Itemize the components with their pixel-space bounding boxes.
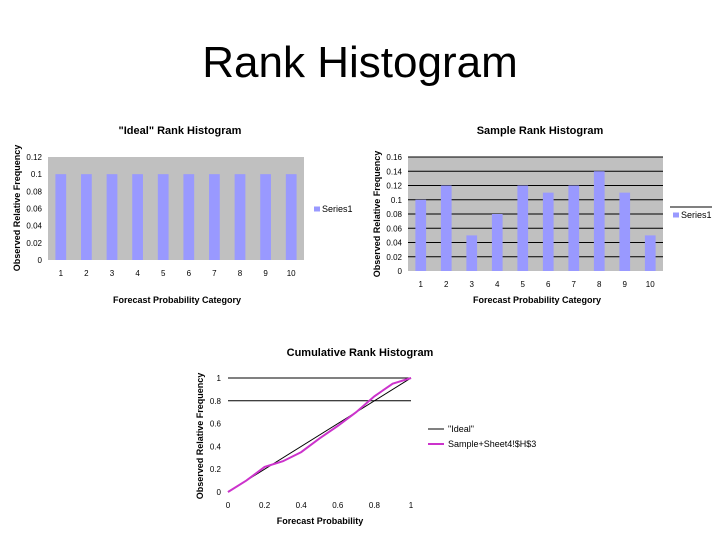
- bars: [415, 171, 656, 271]
- bar: [440, 185, 452, 271]
- y-tick-label: 0.4: [210, 442, 222, 451]
- x-tick-label: 3: [110, 269, 115, 278]
- bar: [132, 174, 143, 260]
- x-tick-label: 0.4: [296, 501, 308, 510]
- ideal-line: [227, 377, 412, 493]
- y-tick-label: 0.08: [26, 187, 42, 196]
- x-tick-label: 4: [135, 269, 140, 278]
- y-tick-label: 0.1: [391, 196, 403, 205]
- x-axis-label: Forecast Probability Category: [113, 295, 241, 305]
- bar: [542, 192, 554, 271]
- bar: [183, 174, 195, 260]
- x-tick-label: 7: [212, 269, 217, 278]
- x-tick-label: 8: [238, 269, 243, 278]
- y-ticks: 0 0.2 0.4 0.6 0.8 1: [210, 374, 222, 497]
- bar: [491, 214, 503, 271]
- y-tick-label: 0.16: [386, 153, 402, 162]
- bar: [568, 185, 580, 271]
- bar: [593, 171, 605, 271]
- bar: [619, 192, 631, 271]
- x-tick-label: 2: [444, 280, 449, 289]
- x-tick-label: 9: [263, 269, 268, 278]
- legend: "Ideal" Sample+Sheet4!$H$3: [428, 424, 536, 449]
- y-tick-label: 0.06: [26, 205, 42, 214]
- y-ticks: 0 0.02 0.04 0.06 0.08 0.1 0.12: [26, 153, 42, 265]
- legend-label: Series1: [322, 204, 353, 214]
- x-tick-label: 6: [546, 280, 551, 289]
- y-tick-label: 0.12: [26, 153, 42, 162]
- y-tick-label: 0.1: [31, 170, 43, 179]
- x-tick-label: 0.8: [369, 501, 381, 510]
- y-tick-label: 0: [38, 256, 43, 265]
- x-axis-label: Forecast Probability: [277, 516, 364, 526]
- y-tick-label: 0.8: [210, 397, 222, 406]
- bar: [415, 199, 427, 271]
- x-axis-label: Forecast Probability Category: [473, 295, 601, 305]
- x-tick-label: 8: [597, 280, 602, 289]
- x-tick-label: 10: [646, 280, 655, 289]
- x-tick-label: 1: [419, 280, 424, 289]
- y-tick-label: 0: [398, 267, 403, 276]
- chart-title: "Ideal" Rank Histogram: [119, 125, 242, 137]
- x-tick-label: 1: [59, 269, 64, 278]
- y-axis-label: Observed Relative Frequency: [12, 145, 22, 272]
- chart-title: Cumulative Rank Histogram: [287, 347, 434, 359]
- x-tick-label: 0.2: [259, 501, 271, 510]
- x-tick-label: 0.6: [332, 501, 344, 510]
- y-tick-label: 0.08: [386, 210, 402, 219]
- grid: [228, 377, 411, 402]
- bar: [517, 185, 529, 271]
- y-tick-label: 0.06: [386, 224, 402, 233]
- x-tick-label: 4: [495, 280, 500, 289]
- x-ticks: 0 0.2 0.4 0.6 0.8 1: [226, 501, 414, 510]
- x-tick-label: 5: [521, 280, 526, 289]
- bar: [644, 235, 656, 271]
- x-ticks: 1 2 3 4 5 6 7 8 9 10: [419, 280, 656, 289]
- sample-line: [227, 377, 412, 493]
- bar: [466, 235, 478, 271]
- legend-ideal-label: "Ideal": [448, 424, 474, 434]
- slide-title: Rank Histogram: [202, 38, 518, 87]
- bar: [234, 174, 246, 260]
- bar: [106, 174, 118, 260]
- y-tick-label: 0.12: [386, 182, 402, 191]
- y-axis-label: Observed Relative Frequency: [195, 373, 205, 500]
- chart-title: Sample Rank Histogram: [477, 125, 604, 137]
- x-tick-label: 3: [470, 280, 475, 289]
- bars: [55, 174, 297, 260]
- bar: [81, 174, 92, 260]
- bar: [209, 174, 220, 260]
- plot-area: [48, 157, 304, 260]
- y-tick-label: 0.2: [210, 465, 222, 474]
- y-tick-label: 0.14: [386, 167, 402, 176]
- y-tick-label: 0.6: [210, 420, 222, 429]
- y-ticks: 0 0.02 0.04 0.06 0.08 0.1 0.12 0.14 0.16: [386, 153, 663, 276]
- y-tick-label: 0: [217, 488, 222, 497]
- y-tick-label: 0.04: [386, 239, 402, 248]
- x-ticks: 1 2 3 4 5 6 7 8 9 10: [59, 269, 297, 278]
- bar: [157, 174, 169, 260]
- x-tick-label: 7: [572, 280, 577, 289]
- lines: [227, 377, 412, 493]
- x-tick-label: 0: [226, 501, 231, 510]
- x-tick-label: 2: [84, 269, 89, 278]
- x-tick-label: 5: [161, 269, 166, 278]
- bar: [55, 174, 67, 260]
- y-tick-label: 0.04: [26, 222, 42, 231]
- plot-area: [408, 157, 663, 271]
- x-tick-label: 10: [287, 269, 296, 278]
- x-tick-label: 6: [187, 269, 192, 278]
- bar: [260, 174, 271, 260]
- x-tick-label: 9: [623, 280, 628, 289]
- y-tick-label: 0.02: [386, 253, 402, 262]
- bar: [285, 174, 297, 260]
- legend-label: Series1: [681, 210, 712, 220]
- y-tick-label: 1: [217, 374, 222, 383]
- y-tick-label: 0.02: [26, 239, 42, 248]
- x-tick-label: 1: [409, 501, 414, 510]
- y-axis-label: Observed Relative Frequency: [372, 151, 382, 278]
- legend-sample-label: Sample+Sheet4!$H$3: [448, 439, 536, 449]
